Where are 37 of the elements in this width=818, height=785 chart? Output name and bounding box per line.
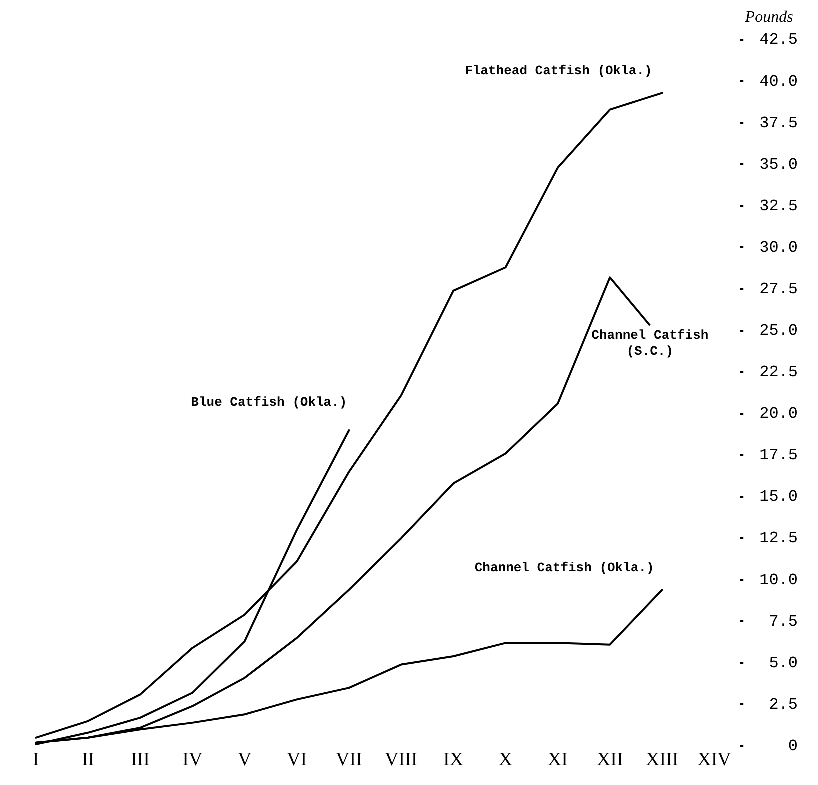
y-tick-label: 37.5 bbox=[760, 114, 798, 132]
y-tick-label: 35.0 bbox=[760, 156, 798, 174]
y-tick-label: 2.5 bbox=[769, 696, 798, 714]
series-label: Channel Catfish (Okla.) bbox=[474, 560, 654, 576]
y-tick-label: 42.5 bbox=[760, 31, 798, 50]
x-tick-label: IV bbox=[182, 750, 203, 771]
x-tick-label: XIII bbox=[646, 750, 679, 771]
x-tick-label: III bbox=[130, 750, 150, 771]
x-tick-label: IX bbox=[444, 750, 464, 771]
y-tick-label: 20.0 bbox=[760, 405, 798, 424]
series-label: Channel Catfish (S.C.) bbox=[592, 328, 709, 359]
x-tick-label: XI bbox=[548, 750, 568, 771]
series-label: Blue Catfish (Okla.) bbox=[191, 394, 348, 410]
x-tick-label: I bbox=[32, 750, 40, 771]
y-tick-label: 5.0 bbox=[769, 654, 798, 672]
y-tick-label: 15.0 bbox=[760, 488, 798, 506]
y-tick-label: 32.5 bbox=[760, 197, 798, 216]
y-tick-label: 30.0 bbox=[760, 238, 798, 257]
y-tick-label: 10.0 bbox=[760, 571, 798, 590]
x-tick-label: XIV bbox=[698, 750, 732, 771]
y-tick-label: 22.5 bbox=[760, 364, 798, 382]
y-tick-label: 17.5 bbox=[760, 446, 798, 465]
y-tick-label: 25.0 bbox=[760, 322, 798, 340]
x-tick-label: V bbox=[238, 750, 252, 771]
series-label: Flathead Catfish (Okla.) bbox=[465, 63, 652, 78]
y-tick-label: 40.0 bbox=[760, 72, 798, 91]
y-tick-label: 0 bbox=[788, 737, 798, 756]
y-tick-label: 27.5 bbox=[760, 280, 798, 298]
x-tick-label: VIII bbox=[385, 750, 418, 771]
x-tick-label: II bbox=[82, 750, 95, 771]
x-tick-label: X bbox=[498, 750, 513, 771]
x-tick-label: VII bbox=[336, 750, 362, 771]
x-tick-label: VI bbox=[286, 750, 308, 771]
y-axis-title: Pounds bbox=[744, 9, 794, 26]
y-tick-label: 12.5 bbox=[760, 530, 798, 548]
y-tick-label: 7.5 bbox=[769, 612, 798, 631]
x-tick-label: XII bbox=[596, 750, 624, 771]
